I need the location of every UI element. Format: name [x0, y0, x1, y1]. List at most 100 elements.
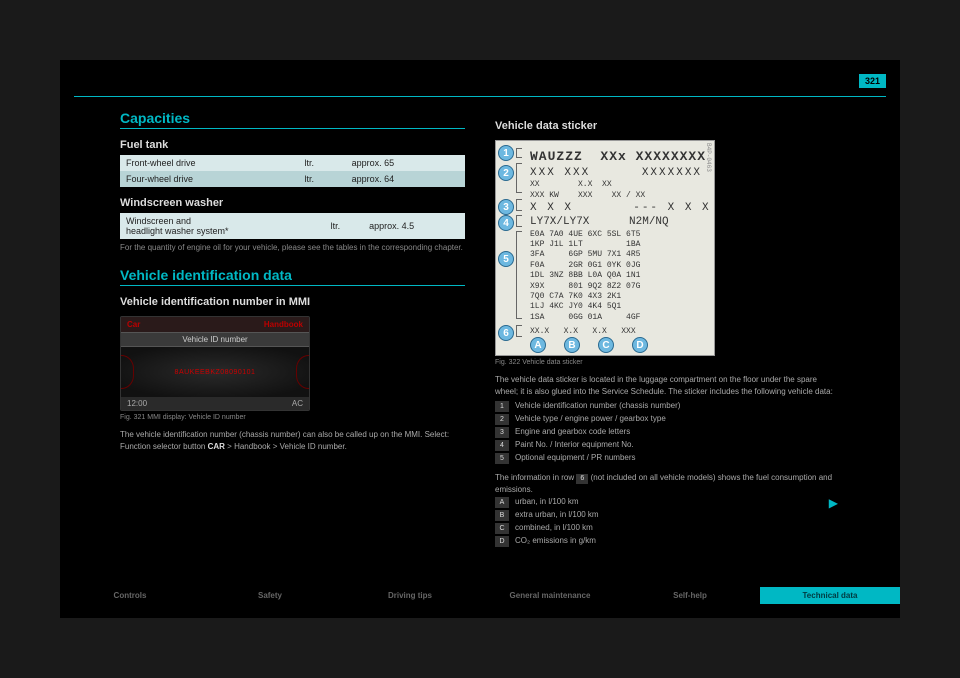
callout-5: 5 — [498, 251, 514, 267]
sticker-paint: LY7X/LY7X N2M/NQ — [530, 215, 706, 229]
sticker-consumption: XX.X X.X X.X XXX — [530, 327, 706, 337]
sticker-opt: 1DL 3NZ 8BB L0A Q0A 1N1 — [530, 271, 706, 281]
mmi-body: 8AUKEEBKZ08090101 — [121, 347, 309, 397]
bracket — [516, 231, 522, 319]
sticker-figure: B4P-0463 1 WAUZZZ XXx XXXXXXXX 2 XXX XXX… — [495, 140, 715, 356]
heading-fuel-tank: Fuel tank — [120, 139, 465, 151]
bracket — [516, 199, 522, 211]
footer-tab-driving-tips[interactable]: Driving tips — [340, 587, 480, 604]
mmi-time: 12:00 — [127, 399, 147, 408]
right-column: Vehicle data sticker B4P-0463 1 WAUZZZ X… — [495, 110, 840, 558]
heading-capacities: Capacities — [120, 110, 465, 129]
mmi-screenshot: Car Handbook Vehicle ID number 8AUKEEBKZ… — [120, 316, 310, 411]
footer-tab-controls[interactable]: Controls — [60, 587, 200, 604]
mmi-title: Vehicle ID number — [121, 332, 309, 347]
heading-sticker: Vehicle data sticker — [495, 120, 840, 132]
legend-item: 1Vehicle identification number (chassis … — [495, 401, 840, 412]
footer-tab-maintenance[interactable]: General maintenance — [480, 587, 620, 604]
inline-callout: 6 — [576, 474, 588, 484]
continue-arrow-icon: ▶ — [829, 496, 838, 510]
sticker-opt: 7Q0 C7A 7K0 4X3 2K1 — [530, 292, 706, 302]
bracket — [516, 163, 522, 193]
cell-label: Windscreen and headlight washer system* — [120, 213, 325, 239]
callout-3: 3 — [498, 199, 514, 215]
manual-page: 321 Capacities Fuel tank Front-wheel dri… — [60, 60, 900, 618]
callout-6: 6 — [498, 325, 514, 341]
callout-4: 4 — [498, 215, 514, 231]
callout-d: D — [632, 337, 648, 353]
text-bold: CAR — [208, 442, 225, 451]
bracket — [516, 325, 522, 337]
legend-item: 2Vehicle type / engine power / gearbox t… — [495, 414, 840, 425]
heading-vehicle-id: Vehicle identification data — [120, 267, 465, 286]
table-row: Front-wheel drive ltr. approx. 65 — [120, 155, 465, 171]
sticker-engine1: XX X.X XX — [530, 180, 706, 190]
legend-item: Bextra urban, in l/100 km — [495, 510, 840, 521]
sticker-legend: 1Vehicle identification number (chassis … — [495, 401, 840, 464]
table-row: Windscreen and headlight washer system* … — [120, 213, 465, 239]
text: The information in row — [495, 473, 576, 482]
legend-text: CO₂ emissions in g/km — [515, 536, 596, 547]
cell-value: approx. 64 — [346, 171, 465, 187]
sticker-opt: E0A 7A0 4UE 6XC 5SL 6T5 — [530, 230, 706, 240]
fuel-table: Front-wheel drive ltr. approx. 65 Four-w… — [120, 155, 465, 187]
legend-item: 3Engine and gearbox code letters — [495, 427, 840, 438]
mmi-top-right: Handbook — [264, 320, 303, 329]
bracket — [516, 148, 522, 158]
vehicle-data-sticker: B4P-0463 1 WAUZZZ XXx XXXXXXXX 2 XXX XXX… — [495, 140, 715, 356]
footer-tab-safety[interactable]: Safety — [200, 587, 340, 604]
sticker-opt: 1KP J1L 1LT 1BA — [530, 240, 706, 250]
footer-nav: Controls Safety Driving tips General mai… — [60, 587, 900, 604]
legend-item: DCO₂ emissions in g/km — [495, 536, 840, 547]
footer-tab-self-help[interactable]: Self-help — [620, 587, 760, 604]
sticker-opt: 1SA 0GG 01A 4GF — [530, 313, 706, 323]
sticker-opt: F0A 2GR 0G1 0YK 0JG — [530, 261, 706, 271]
legend-text: Paint No. / Interior equipment No. — [515, 440, 634, 451]
sticker-opt: 3FA 6GP 5MU 7X1 4R5 — [530, 250, 706, 260]
legend-item: 5Optional equipment / PR numbers — [495, 453, 840, 464]
cell-label: Four-wheel drive — [120, 171, 299, 187]
heading-washer: Windscreen washer — [120, 197, 465, 209]
legend-item: 4Paint No. / Interior equipment No. — [495, 440, 840, 451]
sticker-type: X X X --- X X X — [530, 201, 706, 215]
oil-note: For the quantity of engine oil for your … — [120, 243, 465, 253]
content-columns: Capacities Fuel tank Front-wheel drive l… — [120, 110, 840, 558]
sticker-description: The vehicle data sticker is located in t… — [495, 374, 840, 396]
cell-unit: ltr. — [325, 213, 363, 239]
figure-caption: Fig. 321 MMI display: Vehicle ID number — [120, 414, 465, 421]
sticker-opt: 1LJ 4KC JY0 4K4 5Q1 — [530, 302, 706, 312]
text: > Handbook > Vehicle ID number. — [225, 442, 347, 451]
sticker-engine2: XXX KW XXX XX / XX — [530, 191, 706, 201]
washer-table: Windscreen and headlight washer system* … — [120, 213, 465, 239]
mmi-mode: AC — [292, 399, 303, 408]
figure-caption: Fig. 322 Vehicle data sticker — [495, 359, 840, 366]
table-row: Four-wheel drive ltr. approx. 64 — [120, 171, 465, 187]
left-column: Capacities Fuel tank Front-wheel drive l… — [120, 110, 465, 558]
legend-text: Vehicle identification number (chassis n… — [515, 401, 680, 412]
legend-item: Ccombined, in l/100 km — [495, 523, 840, 534]
legend-text: extra urban, in l/100 km — [515, 510, 599, 521]
legend-text: Vehicle type / engine power / gearbox ty… — [515, 414, 666, 425]
sticker-model: XXX XXX XXXXXXX — [530, 166, 706, 180]
cell-value: approx. 65 — [346, 155, 465, 171]
header-rule — [74, 96, 886, 97]
callout-2: 2 — [498, 165, 514, 181]
sticker-ref-code: B4P-0463 — [704, 143, 712, 172]
callout-a: A — [530, 337, 546, 353]
mmi-vin: 8AUKEEBKZ08090101 — [175, 369, 256, 376]
callout-c: C — [598, 337, 614, 353]
vin-paragraph: The vehicle identification number (chass… — [120, 429, 465, 451]
callout-row-horizontal: A B C D — [530, 337, 648, 353]
page-number: 321 — [859, 74, 886, 88]
callout-1: 1 — [498, 145, 514, 161]
heading-vin-mmi: Vehicle identification number in MMI — [120, 296, 465, 308]
sticker-opt: X9X 801 9Q2 8Z2 07G — [530, 282, 706, 292]
callout-b: B — [564, 337, 580, 353]
footer-tab-technical-data[interactable]: Technical data — [760, 587, 900, 604]
consumption-legend: Aurban, in l/100 km Bextra urban, in l/1… — [495, 497, 840, 547]
cell-unit: ltr. — [299, 155, 346, 171]
cell-label: Front-wheel drive — [120, 155, 299, 171]
legend-text: Engine and gearbox code letters — [515, 427, 630, 438]
mmi-top-left: Car — [127, 320, 140, 329]
legend-text: urban, in l/100 km — [515, 497, 579, 508]
